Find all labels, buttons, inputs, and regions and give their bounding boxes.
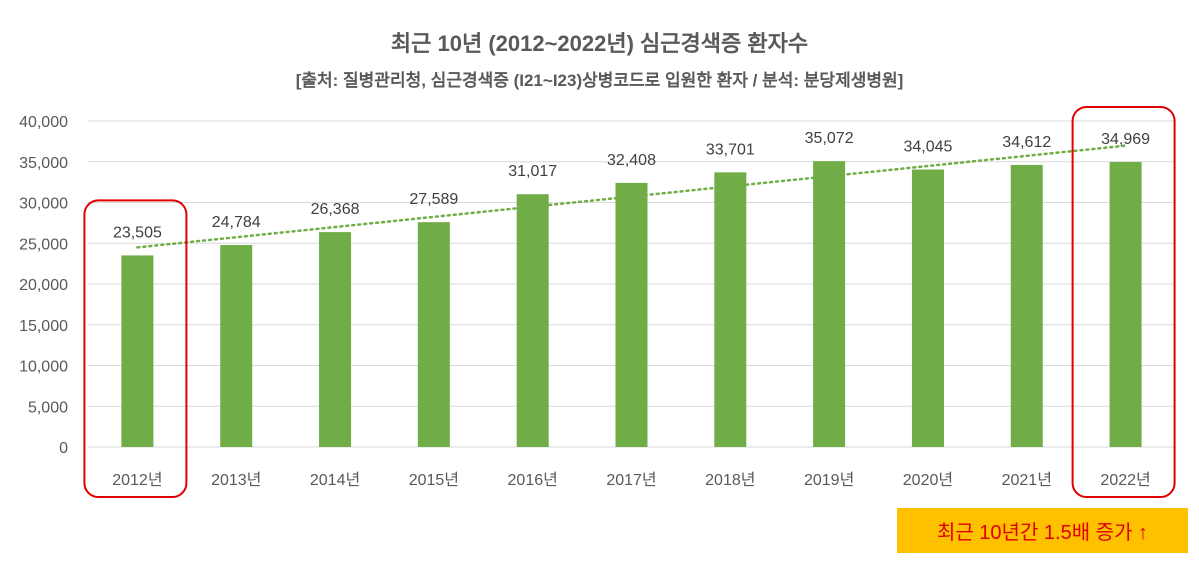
y-tick-label: 30,000 — [19, 196, 68, 213]
x-tick-label: 2022년 — [1100, 471, 1150, 489]
x-tick-label: 2012년 — [112, 471, 162, 489]
x-tick-label: 2019년 — [804, 471, 854, 489]
y-tick-label: 0 — [59, 440, 68, 457]
data-label: 24,784 — [212, 214, 261, 231]
x-tick-label: 2014년 — [310, 471, 360, 489]
bar — [911, 169, 944, 447]
data-label: 26,368 — [311, 201, 360, 218]
y-tick-label: 15,000 — [19, 318, 68, 335]
x-tick-label: 2017년 — [606, 471, 656, 489]
y-tick-label: 20,000 — [19, 277, 68, 294]
data-label: 35,072 — [805, 130, 854, 147]
chart-title: 최근 10년 (2012~2022년) 심근경색증 환자수 — [390, 31, 809, 56]
bar — [1010, 164, 1043, 447]
bar — [714, 172, 747, 447]
x-tick-label: 2020년 — [903, 471, 953, 489]
y-tick-label: 25,000 — [19, 236, 68, 253]
bar — [813, 161, 846, 447]
bar — [1109, 162, 1142, 447]
y-tick-label: 40,000 — [19, 114, 68, 131]
chart-subtitle: [출처: 질병관리청, 심근경색증 (I21~I23)상병코드로 입원한 환자 … — [295, 71, 904, 90]
data-label: 34,612 — [1002, 134, 1051, 151]
data-label: 34,045 — [903, 139, 952, 156]
highlight-box — [83, 199, 188, 498]
data-label: 34,969 — [1101, 131, 1150, 148]
x-tick-label: 2018년 — [705, 471, 755, 489]
x-tick-label: 2021년 — [1002, 471, 1052, 489]
highlight-box — [1071, 106, 1176, 498]
data-label: 32,408 — [607, 152, 656, 169]
y-tick-label: 35,000 — [19, 155, 68, 172]
annotation-box: 최근 10년간 1.5배 증가 ↑ — [897, 508, 1188, 553]
bar — [121, 255, 154, 447]
bar — [220, 245, 253, 447]
data-label: 23,505 — [113, 224, 162, 241]
x-tick-label: 2015년 — [409, 471, 459, 489]
bar — [615, 182, 648, 447]
x-tick-label: 2013년 — [211, 471, 261, 489]
y-tick-label: 5,000 — [28, 399, 68, 416]
bar — [417, 222, 450, 447]
trendline — [136, 144, 1127, 249]
y-tick-label: 10,000 — [19, 359, 68, 376]
bar — [319, 232, 352, 447]
x-tick-label: 2016년 — [508, 471, 558, 489]
data-label: 27,589 — [409, 191, 458, 208]
data-label: 31,017 — [508, 163, 557, 180]
bar — [516, 194, 549, 447]
data-label: 33,701 — [706, 141, 755, 158]
